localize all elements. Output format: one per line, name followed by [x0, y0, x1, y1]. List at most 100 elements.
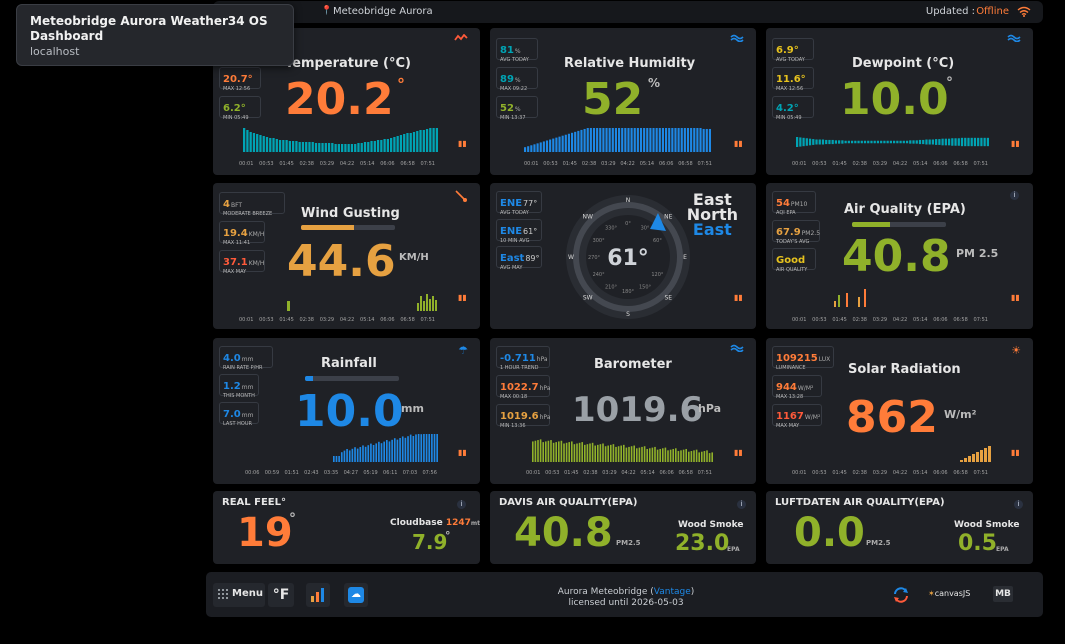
time-tick: 04:22 — [892, 317, 908, 323]
spark-bar — [915, 140, 918, 144]
spark-bar — [841, 140, 844, 144]
spark-bar — [607, 445, 609, 462]
chart-icon[interactable]: ▮▮ — [734, 293, 743, 302]
barometer-sparkline — [532, 439, 713, 462]
temperature-card: Temperature (°C) 20.7° MAX 12:56 6.2° MIN … — [213, 28, 480, 175]
realfeel-info-icon[interactable]: i — [457, 500, 466, 509]
spark-bar — [592, 128, 596, 152]
chart-icon[interactable]: ▮▮ — [1011, 139, 1020, 148]
dewpoint-sparkline — [796, 137, 989, 147]
charts-button[interactable] — [306, 583, 330, 607]
spark-bar — [873, 140, 876, 144]
spark-bar — [605, 128, 608, 152]
units-toggle-button[interactable]: °F — [268, 583, 294, 607]
spark-bar — [334, 144, 337, 152]
spark-bar — [383, 441, 385, 462]
chart-icon[interactable]: ▮▮ — [458, 293, 467, 302]
spark-bar — [972, 454, 975, 462]
compass-degree: 330° — [605, 226, 618, 232]
time-tick: 00:01 — [526, 470, 541, 476]
humidity-max-stat: 89% MAX 09:22 — [496, 67, 538, 92]
spark-bar — [630, 128, 633, 152]
time-tick: 01:51 — [284, 470, 299, 476]
air-quality-info-icon[interactable]: i — [1010, 191, 1019, 200]
spark-bar — [652, 128, 655, 152]
spark-bar — [373, 141, 376, 152]
luftdaten-info-icon[interactable]: i — [1014, 500, 1023, 509]
spark-bar — [701, 451, 703, 462]
chart-icon[interactable]: ▮▮ — [1011, 448, 1020, 457]
realfeel-unit: ° — [289, 511, 296, 527]
spark-bar — [359, 447, 362, 462]
spark-bar — [249, 132, 252, 152]
dewpoint-value: 10.0 — [840, 74, 949, 125]
wind-progress-bar — [301, 225, 395, 230]
compass-degree: 0° — [625, 221, 631, 227]
spark-bar — [986, 137, 989, 147]
temperature-trend-icon — [454, 34, 468, 41]
spark-bar — [690, 128, 693, 152]
time-tick: 03:29 — [602, 470, 617, 476]
spark-bar — [536, 143, 539, 152]
humidity-card: Relative Humidity 81% AVG TODAY 89% MAX 09… — [490, 28, 756, 175]
spark-bar — [380, 443, 383, 462]
spark-bar — [390, 138, 393, 152]
time-tick: 05:14 — [913, 317, 928, 323]
menu-button[interactable]: Menu — [213, 583, 265, 607]
spark-bar — [633, 128, 636, 152]
chart-icon[interactable]: ▮▮ — [458, 139, 467, 148]
spark-bar — [599, 128, 602, 152]
time-tick: 06:06 — [933, 161, 948, 167]
spark-bar — [375, 443, 378, 462]
aqi-good-stat: Good AIR QUALITY — [772, 248, 816, 273]
time-tick: 06:58 — [953, 470, 968, 476]
dewpoint-card: Dewpoint (°C) 6.9° AVG TODAY 11.6° MAX 12:… — [766, 28, 1033, 175]
solar-max-may-stat: 1167W/M² MAX MAY — [772, 404, 822, 429]
chart-icon[interactable]: ▮▮ — [458, 448, 467, 457]
spark-bar — [321, 143, 324, 152]
davis-info-icon[interactable]: i — [737, 500, 746, 509]
compass-degree: 210° — [605, 284, 618, 290]
time-tick: 05:14 — [913, 161, 928, 167]
air-quality-title: Air Quality (EPA) — [844, 202, 966, 217]
spark-bar — [941, 138, 944, 146]
weather-button[interactable]: ☁ — [344, 583, 368, 607]
time-tick: 00:01 — [792, 317, 807, 323]
spark-bar — [608, 128, 611, 152]
spark-bar — [867, 140, 870, 144]
spark-bar — [889, 140, 892, 144]
vantage-link[interactable]: Vantage — [653, 587, 691, 597]
chart-icon[interactable]: ▮▮ — [734, 448, 743, 457]
davis-wood-smoke-unit: EPA — [727, 546, 740, 553]
realfeel-title: REAL FEEL° — [222, 497, 286, 508]
time-tick: 01:45 — [279, 317, 294, 323]
wind-max-may-stat: 37.1KM/H MAX MAY — [219, 250, 265, 275]
compass-degree: 180° — [622, 289, 635, 295]
canvasjs-logo[interactable]: ✶canvasJS — [928, 589, 971, 598]
spark-bar — [370, 141, 373, 152]
davis-wood-smoke-value: 23.0 — [675, 531, 730, 556]
chart-icon[interactable]: ▮▮ — [734, 139, 743, 148]
air-quality-card: Air Quality (EPA) i 54PM10 AQI EPA 67.9PM… — [766, 183, 1033, 329]
spark-bar — [669, 449, 672, 462]
spark-bar — [542, 442, 544, 462]
compass-degree: 300° — [593, 238, 606, 244]
compass-label: SE — [664, 294, 672, 301]
spark-bar — [960, 137, 964, 147]
tooltip-title: Meteobridge Aurora Weather34 OS Dashboar… — [30, 14, 268, 43]
spark-bar — [876, 140, 880, 144]
spark-bar — [295, 141, 298, 152]
time-tick: 06:06 — [658, 161, 674, 167]
time-tick: 00:53 — [812, 161, 827, 167]
spark-bar — [393, 137, 396, 152]
dewpoint-wave-icon — [1007, 34, 1021, 42]
spark-bar — [420, 434, 423, 462]
refresh-icon[interactable] — [892, 586, 910, 604]
air-quality-unit: PM 2.5 — [956, 247, 999, 260]
mb-logo[interactable]: MB — [993, 586, 1013, 602]
spark-bar — [677, 128, 680, 152]
spark-bar — [324, 143, 327, 152]
spark-bar — [433, 434, 436, 462]
barometer-card: Barometer -0.711hPa 1 HOUR TREND 1022.7hP… — [490, 338, 756, 484]
chart-icon[interactable]: ▮▮ — [1011, 293, 1020, 302]
